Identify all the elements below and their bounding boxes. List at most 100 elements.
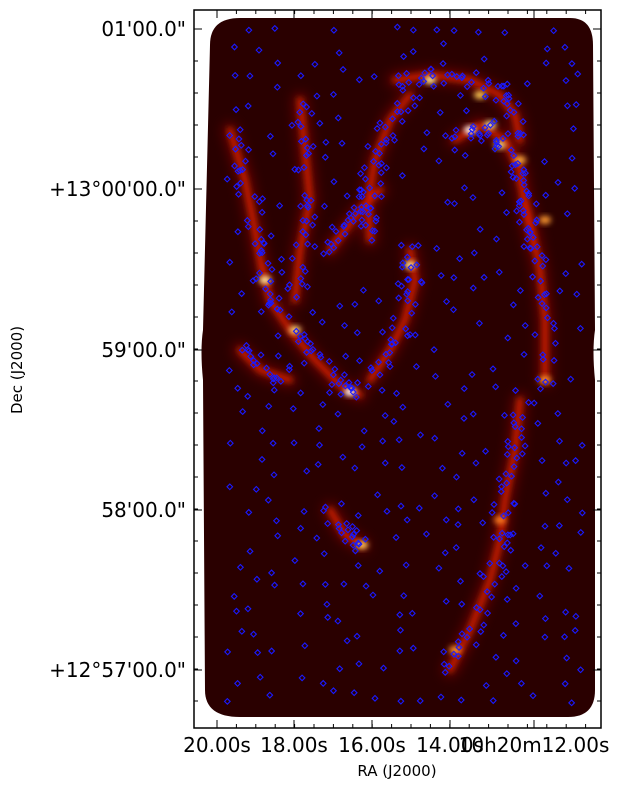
source-marker [509,530,517,538]
source-marker [502,568,510,576]
source-marker [358,216,366,224]
source-marker [541,378,550,386]
source-marker [337,376,345,384]
source-marker [230,592,238,600]
source-marker [394,280,402,288]
source-marker [272,517,281,525]
source-marker [571,626,579,635]
source-marker [355,193,363,201]
source-marker [417,278,425,286]
source-marker [442,516,450,524]
source-marker [484,76,492,84]
source-marker [382,139,390,147]
source-marker [407,263,415,272]
source-marker [377,192,386,201]
source-marker [262,364,271,372]
source-marker [512,657,520,665]
source-marker [550,324,559,333]
source-marker [257,351,265,359]
source-marker [381,123,389,131]
source-marker [267,569,276,577]
source-marker [340,321,349,330]
source-marker [517,679,525,688]
source-marker [399,86,407,94]
source-marker [395,294,403,302]
source-marker [469,193,477,202]
source-marker [469,284,477,292]
source-marker [297,137,305,145]
source-marker [405,276,413,284]
source-marker [238,627,246,635]
source-marker [475,130,483,138]
source-marker [554,478,562,486]
source-marker [341,537,349,545]
source-marker [336,665,344,673]
source-marker [325,248,333,256]
source-marker [329,90,338,99]
y-tick-label: 01'00.0" [101,17,186,41]
source-marker [226,258,234,266]
source-marker [540,158,549,166]
source-marker [335,49,343,57]
source-marker [563,496,571,504]
source-marker [274,532,282,540]
source-marker [454,638,462,646]
source-marker [297,122,305,130]
source-marker [486,559,494,567]
source-marker [371,147,380,155]
source-marker [440,648,448,656]
source-marker [311,60,319,68]
source-marker [299,227,307,236]
source-marker [507,546,515,554]
source-marker [258,195,267,203]
source-marker [377,179,385,188]
source-marker [236,166,244,175]
source-marker [244,146,253,154]
source-marker [430,346,438,354]
source-marker [408,243,416,251]
source-marker [294,166,302,174]
source-marker [324,238,332,246]
source-marker [376,119,384,127]
source-marker [271,581,279,589]
source-marker [521,442,529,450]
source-marker [572,457,580,465]
source-marker [269,439,277,447]
source-marker [452,544,460,552]
source-marker [256,249,264,257]
source-marker [288,254,296,263]
source-marker [534,293,542,302]
source-marker [236,126,244,134]
source-marker [231,145,240,153]
source-marker [437,693,445,701]
source-marker [458,72,467,80]
source-marker [405,78,413,86]
source-marker [292,327,300,335]
source-marker [238,290,246,298]
source-marker [421,69,429,77]
source-marker [568,699,576,707]
source-marker [499,631,508,639]
source-marker [476,225,484,233]
source-marker [258,427,266,435]
source-marker [368,236,376,244]
source-marker [498,82,506,90]
source-marker [486,121,494,129]
source-marker [445,662,453,670]
source-marker [297,72,305,80]
source-marker [330,244,338,252]
source-marker [518,413,527,422]
source-marker [251,240,259,248]
source-marker [367,364,375,372]
source-marker [527,244,535,253]
source-marker [241,157,250,165]
source-marker [450,274,458,282]
source-marker [490,500,498,509]
source-marker [334,521,343,529]
source-marker [351,547,359,555]
source-marker [371,227,379,235]
source-marker [309,308,317,316]
source-marker [298,280,306,288]
source-marker [488,593,496,601]
